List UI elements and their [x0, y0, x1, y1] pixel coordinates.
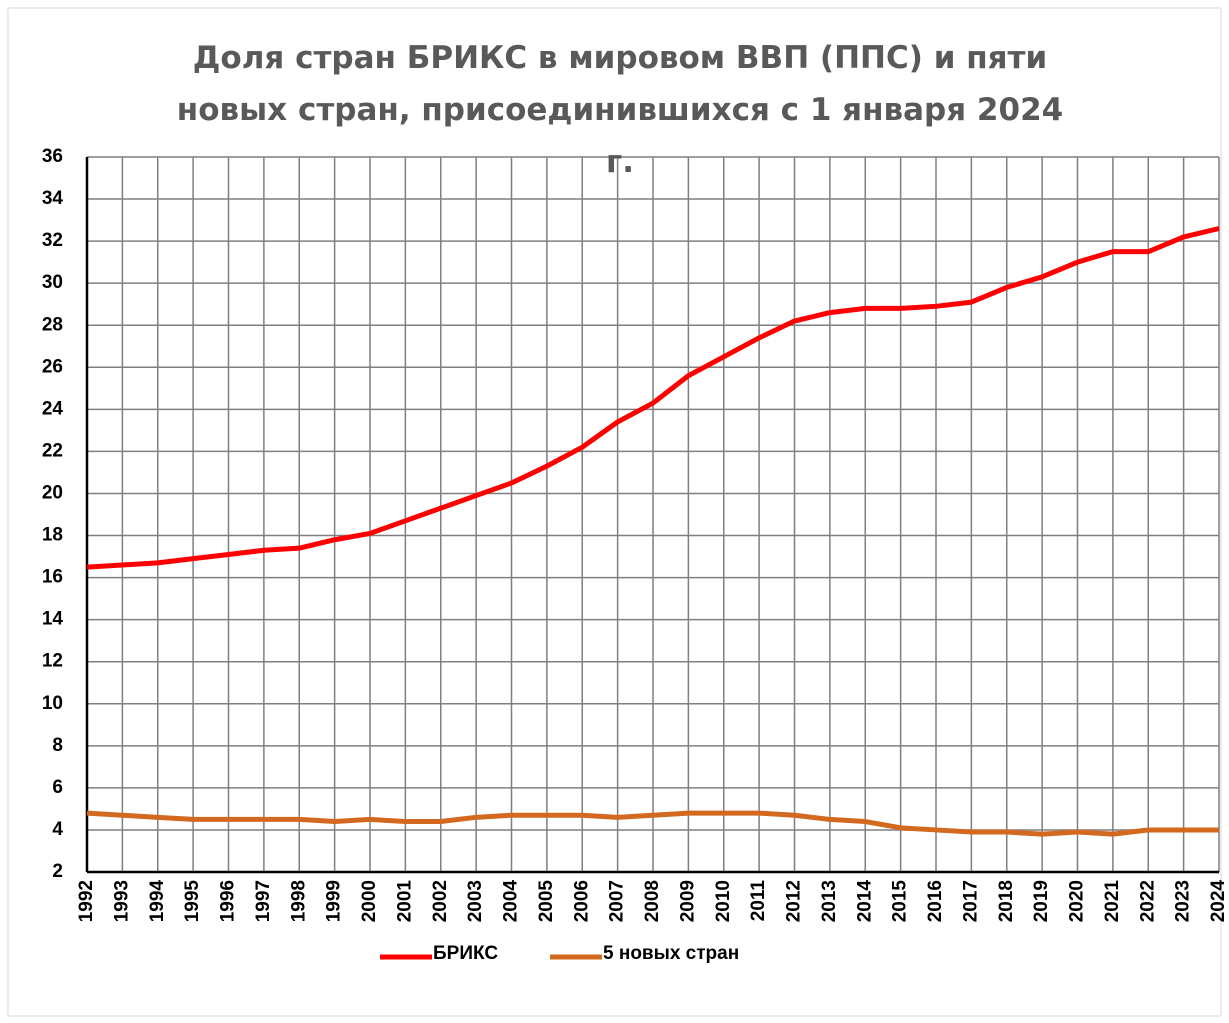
x-tick-label: 2014	[854, 880, 875, 923]
x-tick-label: 2016	[925, 880, 946, 922]
y-tick-label: 36	[42, 146, 63, 167]
x-tick-label: 1996	[218, 880, 239, 922]
x-tick-label: 2022	[1137, 880, 1158, 922]
x-tick-label: 2015	[890, 880, 911, 923]
x-tick-label: 1999	[324, 880, 345, 922]
x-tick-label: 2002	[430, 880, 451, 922]
x-tick-label: 2024	[1208, 880, 1229, 923]
chart-border	[7, 7, 1222, 1017]
y-tick-label: 32	[42, 230, 63, 251]
x-tick-label: 2001	[394, 880, 415, 923]
y-tick-label: 26	[42, 356, 63, 377]
y-tick-label: 34	[42, 188, 64, 209]
y-tick-label: 12	[42, 651, 63, 672]
x-tick-label: 2007	[607, 880, 628, 922]
y-tick-label: 20	[42, 482, 63, 503]
legend-label: 5 новых стран	[603, 943, 739, 964]
x-tick-label: 1997	[253, 880, 274, 922]
x-tick-label: 2021	[1102, 880, 1123, 923]
x-tick-label: 2010	[713, 880, 734, 922]
x-tick-label: 2009	[677, 880, 698, 922]
y-tick-label: 10	[42, 693, 63, 714]
y-tick-label: 22	[42, 440, 63, 461]
x-tick-label: 1998	[288, 880, 309, 922]
x-tick-label: 2019	[1031, 880, 1052, 922]
y-tick-label: 30	[42, 272, 63, 293]
y-tick-label: 14	[42, 609, 64, 630]
y-tick-label: 18	[42, 525, 63, 546]
x-tick-label: 1995	[182, 880, 203, 923]
x-tick-label: 2003	[465, 880, 486, 922]
x-tick-label: 2000	[359, 880, 380, 922]
x-tick-label: 2011	[748, 880, 769, 922]
x-tick-label: 2018	[996, 880, 1017, 922]
legend-label: БРИКС	[433, 943, 498, 964]
x-tick-label: 2005	[536, 880, 557, 923]
x-tick-label: 2004	[501, 880, 522, 923]
x-tick-label: 2006	[571, 880, 592, 922]
y-tick-label: 24	[42, 398, 64, 419]
x-tick-label: 2012	[784, 880, 805, 922]
x-tick-label: 2020	[1067, 880, 1088, 922]
line-series	[86, 810, 1219, 837]
x-tick-label: 2017	[960, 880, 981, 922]
y-tick-label: 8	[52, 735, 63, 756]
y-tick-label: 28	[42, 314, 63, 335]
chart-title: Доля стран БРИКС в мировом ВВП (ППС) и п…	[176, 40, 1064, 180]
x-tick-label: 2008	[642, 880, 663, 922]
x-tick-label: 1994	[147, 880, 168, 923]
line-series	[86, 226, 1220, 570]
y-tick-label: 6	[52, 777, 63, 798]
x-tick-label: 2023	[1173, 880, 1194, 922]
x-tick-label: 2013	[819, 880, 840, 922]
y-tick-label: 4	[52, 819, 63, 840]
x-tick-label: 1993	[111, 880, 132, 922]
y-tick-label: 2	[52, 861, 63, 882]
x-tick-label: 1992	[76, 880, 97, 922]
y-tick-label: 16	[42, 567, 63, 588]
